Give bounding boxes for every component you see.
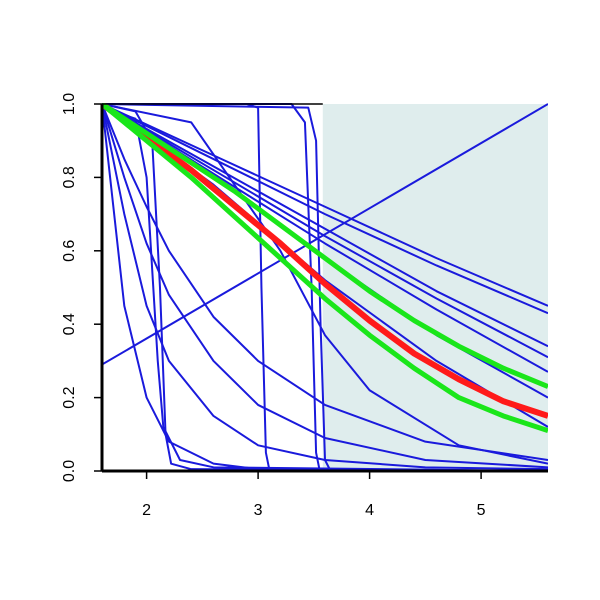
curve bbox=[102, 103, 548, 471]
y-tick-label: 0.2 bbox=[61, 386, 78, 408]
x-tick-label: 5 bbox=[477, 502, 486, 519]
x-tick-label: 3 bbox=[254, 502, 263, 519]
y-tick-label: 0.8 bbox=[61, 166, 78, 188]
y-tick-label: 0.0 bbox=[61, 460, 78, 482]
curve bbox=[102, 103, 548, 315]
x-tick-label: 4 bbox=[365, 502, 374, 519]
curve bbox=[102, 103, 548, 307]
y-tick-label: 1.0 bbox=[61, 93, 78, 115]
curve bbox=[102, 103, 548, 359]
plot-area bbox=[102, 103, 548, 472]
curve bbox=[102, 103, 548, 389]
axes: 2 3 4 5 0.0 0.2 0.4 0.6 0.8 1.0 bbox=[61, 93, 548, 519]
curve bbox=[102, 103, 548, 348]
curve bbox=[102, 106, 548, 472]
curve bbox=[102, 103, 548, 434]
curve bbox=[102, 103, 548, 465]
curve bbox=[102, 103, 548, 469]
curve bbox=[102, 103, 548, 461]
y-tick-label: 0.4 bbox=[61, 313, 78, 335]
x-tick-label: 2 bbox=[142, 502, 151, 519]
curve bbox=[102, 103, 548, 419]
curve bbox=[102, 103, 548, 366]
curve bbox=[102, 103, 548, 472]
y-tick-label: 0.6 bbox=[61, 240, 78, 262]
shaded-region bbox=[322, 104, 548, 471]
